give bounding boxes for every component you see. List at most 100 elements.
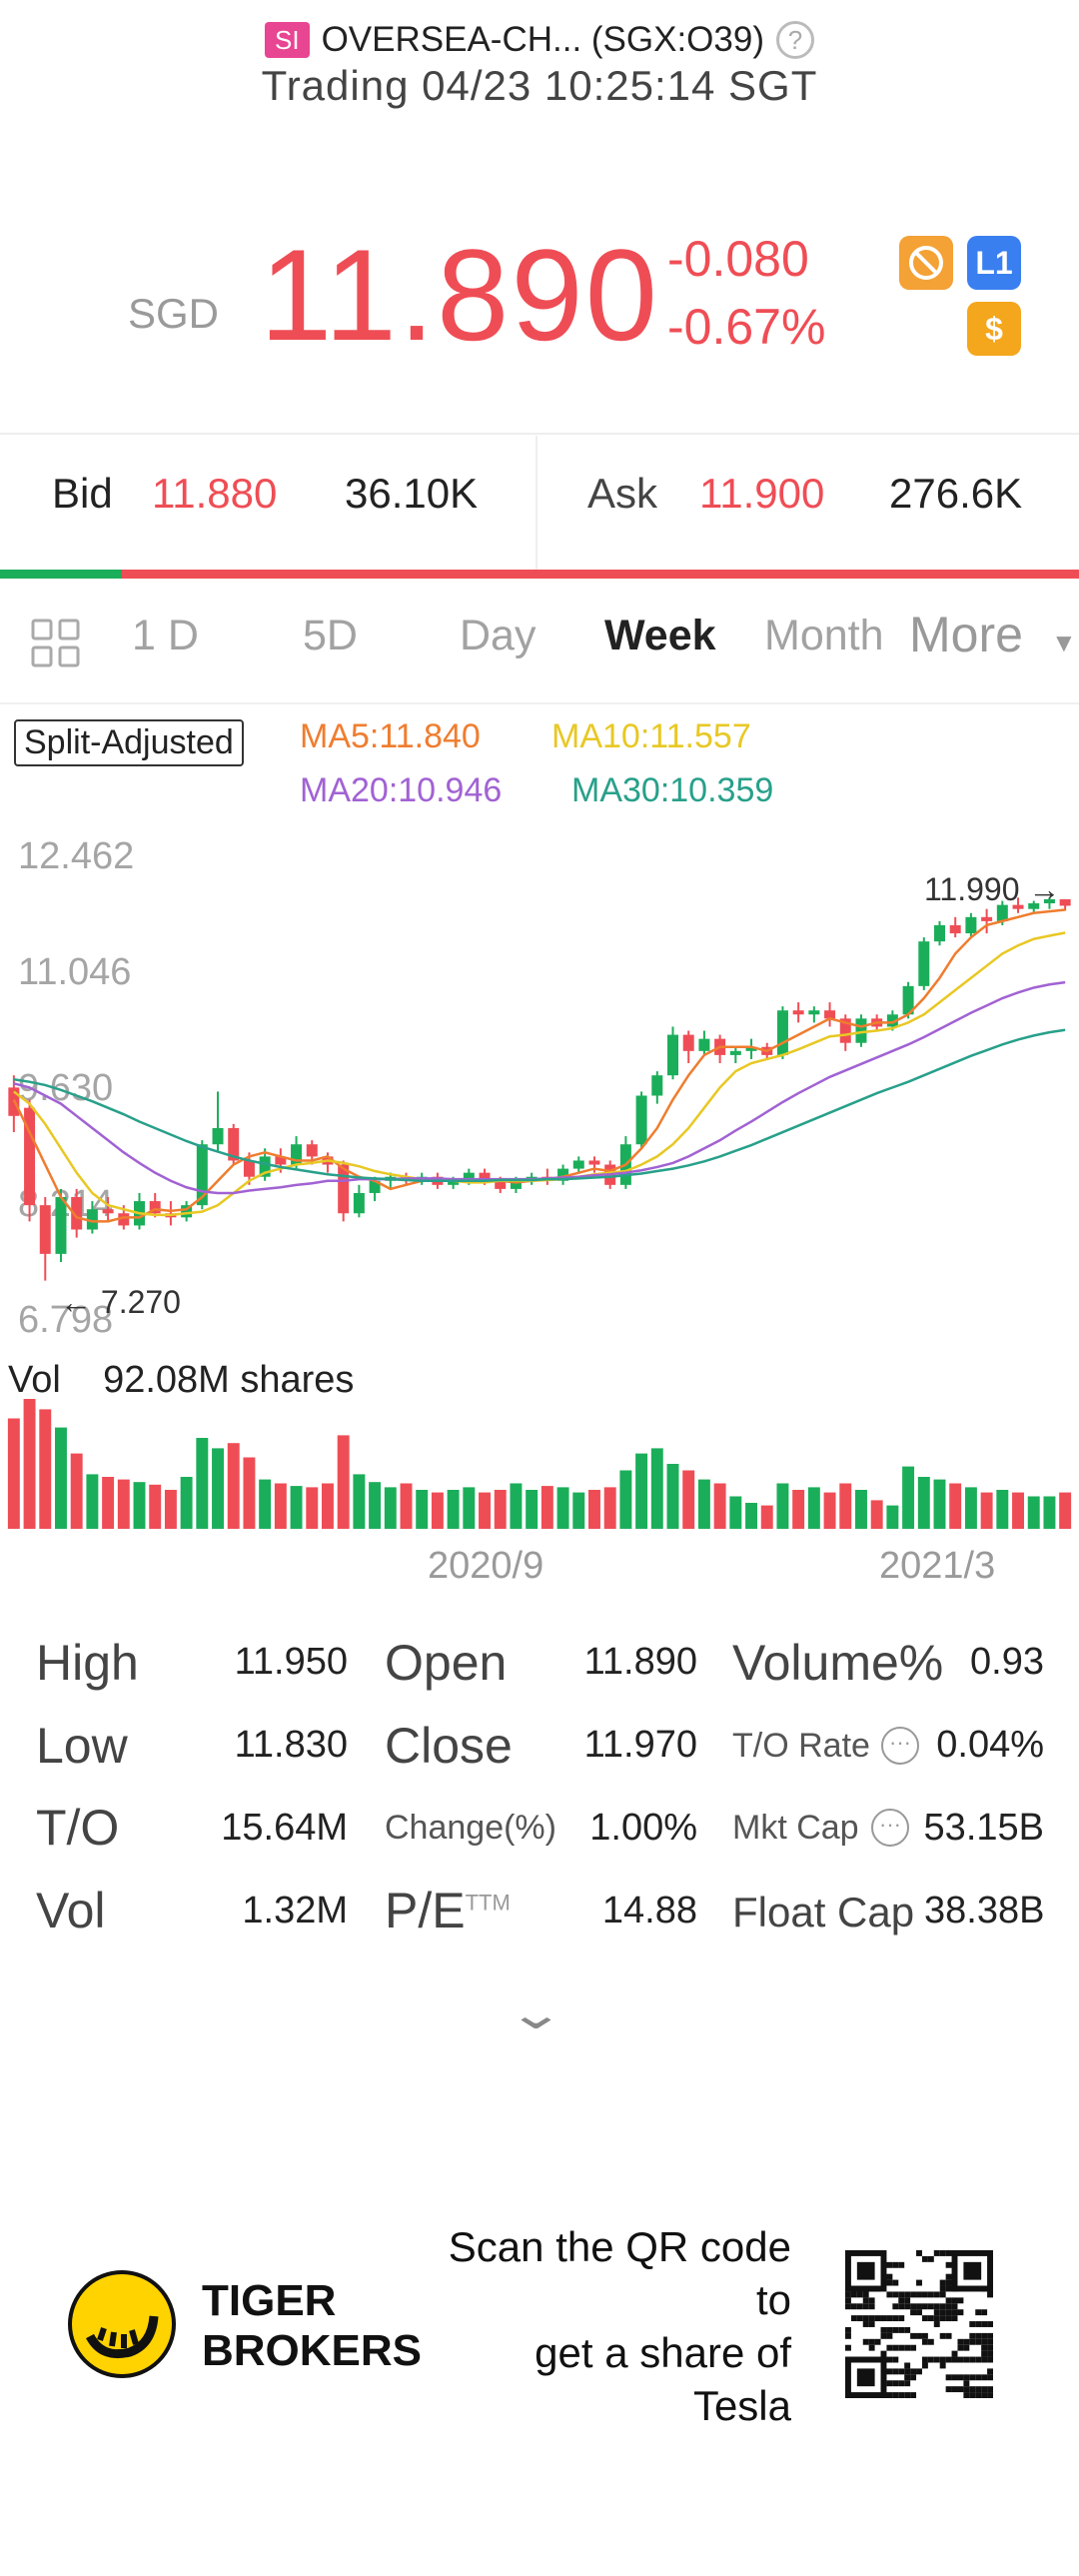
level1-icon[interactable]: L1 xyxy=(967,236,1021,290)
candle-body xyxy=(1059,898,1071,906)
brand-line-1: TIGER xyxy=(202,2276,337,2325)
ask-ratio-bar xyxy=(122,570,1079,579)
grid-icon[interactable] xyxy=(30,618,82,669)
volume-bar xyxy=(666,1464,679,1529)
candle-body xyxy=(495,1180,507,1189)
volume-bar xyxy=(949,1483,962,1529)
qr-promo-text: Scan the QR code to get a share of Tesla xyxy=(420,2220,791,2432)
candle-body xyxy=(275,1156,287,1165)
candle-body xyxy=(228,1127,240,1161)
volume-bar xyxy=(353,1474,366,1529)
to-rate-label: T/O Rate xyxy=(732,1727,870,1765)
candle-body xyxy=(86,1209,98,1230)
chevron-down-icon[interactable]: ▼ xyxy=(1051,628,1077,657)
change-pct-value: 1.00% xyxy=(589,1807,697,1849)
open-value: 11.890 xyxy=(583,1641,697,1683)
ma5-line xyxy=(12,908,1066,1223)
candle-body xyxy=(808,1010,820,1015)
change-pct-label: Change(%) xyxy=(385,1809,556,1847)
candle-body xyxy=(118,1213,130,1226)
volume-bar xyxy=(227,1443,240,1529)
volume-bar xyxy=(1043,1496,1056,1529)
volume-bar xyxy=(839,1483,852,1529)
volume-bar xyxy=(729,1496,742,1529)
candle-body xyxy=(510,1180,522,1189)
qr-promo-line-3: get a share of xyxy=(535,2329,791,2376)
tab-1d[interactable]: 1 D xyxy=(132,612,199,659)
volume-bar xyxy=(306,1487,319,1529)
bid-price: 11.880 xyxy=(152,470,278,517)
y-tick-label: 12.462 xyxy=(18,835,135,877)
expand-chevron-icon[interactable]: ⌄ xyxy=(506,1989,565,2038)
tab-week[interactable]: Week xyxy=(604,612,716,659)
candle-body xyxy=(824,1010,836,1019)
turnover-value: 15.64M xyxy=(221,1807,348,1849)
volume-bar xyxy=(1012,1492,1024,1529)
qr-promo-line-1: Scan the QR code xyxy=(448,2223,791,2270)
volume-bar xyxy=(540,1486,553,1529)
candle-body xyxy=(996,904,1008,921)
volume-bar xyxy=(86,1474,99,1529)
brand-name: TIGER BROKERS xyxy=(202,2276,422,2376)
candle-body xyxy=(729,1050,741,1055)
candle-body xyxy=(698,1038,710,1051)
candle-body xyxy=(181,1205,193,1218)
volume-bar xyxy=(792,1490,805,1529)
candle-body xyxy=(635,1095,647,1145)
candle-body xyxy=(55,1197,67,1254)
volume-bar xyxy=(635,1453,648,1529)
stock-title-bar: SI OVERSEA-CH... (SGX:O39) ? xyxy=(0,14,1079,66)
volume-bar xyxy=(1059,1492,1072,1529)
help-icon[interactable]: ? xyxy=(776,21,814,59)
volume-bar xyxy=(290,1486,303,1529)
more-info-icon[interactable]: ··· xyxy=(881,1727,919,1765)
volume-bar xyxy=(149,1484,162,1529)
tab-more[interactable]: More xyxy=(909,607,1023,662)
volume-bar xyxy=(212,1448,224,1529)
bid-size: 36.10K xyxy=(345,470,479,517)
candle-body xyxy=(196,1144,208,1206)
last-price: 11.890 xyxy=(260,222,659,368)
volume-bar xyxy=(807,1487,820,1529)
price-change: -0.080 xyxy=(667,231,809,287)
candle-body xyxy=(448,1180,460,1185)
candle-body xyxy=(557,1168,569,1181)
volume-bar xyxy=(713,1483,726,1529)
divider xyxy=(0,702,1079,704)
pe-ttm-superscript: TTM xyxy=(465,1890,511,1916)
volume-bar xyxy=(180,1477,193,1529)
candle-body xyxy=(855,1018,867,1043)
tab-5d[interactable]: 5D xyxy=(303,612,358,659)
candle-body xyxy=(918,941,930,986)
candle-body xyxy=(776,1010,788,1055)
candle-body xyxy=(588,1160,600,1165)
volume-bar xyxy=(369,1482,382,1529)
split-adjusted-toggle[interactable]: Split-Adjusted xyxy=(14,719,244,766)
ma5-label: MA5:11.840 xyxy=(300,717,481,755)
period-high-value: 11.990 xyxy=(924,871,1020,907)
price-chart[interactable] xyxy=(0,829,1079,1549)
volume-bar xyxy=(855,1490,867,1529)
dollar-icon[interactable]: $ xyxy=(967,302,1021,356)
candle-body xyxy=(572,1160,584,1169)
volume-bar xyxy=(697,1479,710,1529)
ma30-label: MA30:10.359 xyxy=(571,771,774,809)
candle-body xyxy=(965,916,977,934)
candle-body xyxy=(24,1107,36,1206)
candle-body xyxy=(149,1201,161,1214)
more-info-icon[interactable]: ··· xyxy=(871,1809,909,1847)
pe-label-text: P/E xyxy=(385,1883,466,1938)
candle-body xyxy=(306,1144,318,1157)
period-low-value: 7.270 xyxy=(100,1284,181,1320)
ma20-label: MA20:10.946 xyxy=(300,771,503,809)
no-short-icon[interactable] xyxy=(899,236,953,290)
exchange-badge: SI xyxy=(264,22,310,58)
volume-bar xyxy=(526,1490,539,1529)
qr-code[interactable] xyxy=(845,2250,993,2398)
float-cap-label: Float Cap xyxy=(732,1889,915,1935)
candle-body xyxy=(667,1034,678,1076)
high-label: High xyxy=(36,1635,139,1691)
tab-day[interactable]: Day xyxy=(460,612,537,659)
tab-month[interactable]: Month xyxy=(764,612,884,659)
qr-promo-line-2: to xyxy=(755,2276,791,2323)
